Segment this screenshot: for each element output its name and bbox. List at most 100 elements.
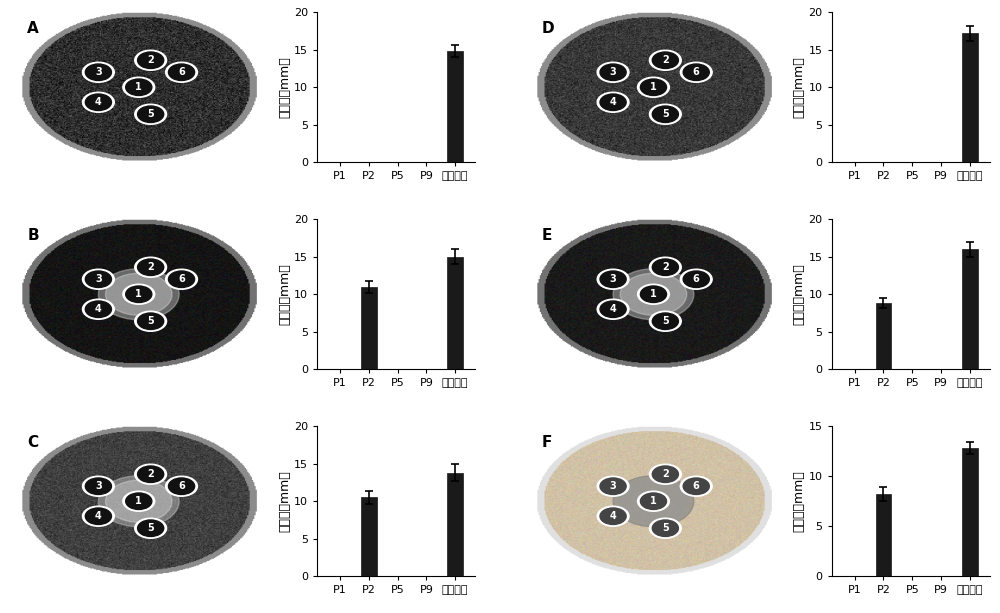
Circle shape — [652, 466, 678, 482]
Circle shape — [600, 478, 626, 495]
Circle shape — [600, 94, 626, 110]
Circle shape — [597, 92, 629, 112]
Circle shape — [652, 259, 678, 275]
Text: 1: 1 — [650, 82, 657, 92]
Circle shape — [652, 52, 678, 69]
Circle shape — [138, 520, 164, 536]
Text: 3: 3 — [95, 481, 102, 491]
Circle shape — [638, 284, 669, 304]
Text: 5: 5 — [147, 316, 154, 326]
Circle shape — [98, 476, 179, 527]
Circle shape — [135, 464, 167, 484]
Bar — [447, 257, 463, 369]
Text: 3: 3 — [95, 67, 102, 77]
Text: 6: 6 — [178, 481, 185, 491]
Text: D: D — [542, 21, 554, 36]
Circle shape — [123, 284, 155, 304]
Text: 2: 2 — [662, 262, 669, 272]
Circle shape — [683, 478, 709, 495]
Circle shape — [166, 476, 197, 497]
Text: 4: 4 — [610, 304, 616, 314]
Circle shape — [652, 106, 678, 123]
Circle shape — [85, 94, 111, 110]
Circle shape — [649, 257, 681, 277]
Circle shape — [82, 62, 114, 82]
Text: 4: 4 — [95, 304, 102, 314]
Circle shape — [166, 269, 197, 289]
Text: 5: 5 — [147, 524, 154, 533]
Text: 4: 4 — [610, 511, 616, 521]
Bar — [447, 51, 463, 162]
Text: 1: 1 — [135, 497, 142, 506]
Circle shape — [680, 269, 712, 289]
Circle shape — [620, 273, 687, 315]
Circle shape — [597, 506, 629, 527]
Y-axis label: 抑菌圈（mm）: 抑菌圈（mm） — [278, 264, 291, 325]
Circle shape — [138, 52, 164, 69]
Text: 6: 6 — [178, 67, 185, 77]
Circle shape — [597, 269, 629, 289]
Text: 5: 5 — [147, 109, 154, 120]
Circle shape — [683, 271, 709, 287]
Y-axis label: 抑菌圈（mm）: 抑菌圈（mm） — [793, 56, 806, 118]
Circle shape — [597, 299, 629, 319]
Bar — [447, 473, 463, 576]
Y-axis label: 抑菌圈（mm）: 抑菌圈（mm） — [278, 470, 291, 532]
Circle shape — [168, 271, 195, 287]
Circle shape — [138, 259, 164, 275]
Text: F: F — [542, 435, 552, 450]
Bar — [361, 498, 377, 576]
Text: 2: 2 — [147, 55, 154, 65]
Text: 5: 5 — [662, 109, 669, 120]
Text: 1: 1 — [135, 82, 142, 92]
Circle shape — [123, 77, 155, 97]
Circle shape — [649, 104, 681, 124]
Text: B: B — [27, 228, 39, 243]
Bar — [962, 448, 978, 576]
Circle shape — [135, 311, 167, 331]
Y-axis label: 抑菌圈（mm）: 抑菌圈（mm） — [278, 56, 291, 118]
Circle shape — [600, 64, 626, 80]
Y-axis label: 抑菌圈（mm）: 抑菌圈（mm） — [793, 264, 806, 325]
Circle shape — [640, 286, 667, 302]
Circle shape — [597, 476, 629, 497]
Circle shape — [106, 273, 172, 315]
Text: 5: 5 — [662, 316, 669, 326]
Text: 1: 1 — [650, 289, 657, 299]
Circle shape — [106, 480, 172, 522]
Bar — [361, 287, 377, 369]
Circle shape — [640, 493, 667, 509]
Text: 6: 6 — [693, 274, 700, 284]
Circle shape — [82, 506, 114, 527]
Circle shape — [126, 79, 152, 96]
Circle shape — [138, 466, 164, 482]
Circle shape — [135, 50, 167, 70]
Circle shape — [649, 311, 681, 331]
Circle shape — [652, 313, 678, 330]
Text: 6: 6 — [693, 67, 700, 77]
Bar — [962, 33, 978, 162]
Text: 3: 3 — [610, 274, 616, 284]
Text: 6: 6 — [178, 274, 185, 284]
Circle shape — [82, 476, 114, 497]
Circle shape — [168, 64, 195, 80]
Text: 3: 3 — [610, 481, 616, 491]
Circle shape — [640, 79, 667, 96]
Circle shape — [82, 92, 114, 112]
Text: E: E — [542, 228, 552, 243]
Text: 1: 1 — [650, 497, 657, 506]
Circle shape — [649, 50, 681, 70]
Circle shape — [649, 464, 681, 484]
Text: A: A — [27, 21, 39, 36]
Text: 2: 2 — [147, 469, 154, 479]
Bar — [876, 494, 891, 576]
Circle shape — [135, 518, 167, 538]
Bar — [876, 303, 891, 369]
Bar — [962, 249, 978, 369]
Circle shape — [126, 286, 152, 302]
Circle shape — [680, 62, 712, 82]
Text: 3: 3 — [95, 274, 102, 284]
Circle shape — [166, 62, 197, 82]
Text: 2: 2 — [147, 262, 154, 272]
Circle shape — [638, 491, 669, 511]
